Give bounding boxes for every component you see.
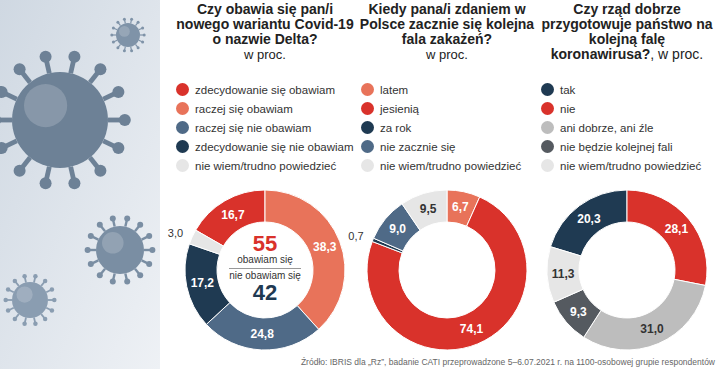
svg-text:74,1: 74,1 <box>460 322 484 336</box>
svg-text:9,5: 9,5 <box>420 202 437 216</box>
html-text:nie wiem/trudno powiedzieć: nie wiem/trudno powiedzieć <box>195 159 337 172</box>
svg-text:3,0: 3,0 <box>168 227 183 239</box>
svg-text:28,1: 28,1 <box>665 222 689 236</box>
html-text:Czy rząd dobrze przygotowuje p: Czy rząd dobrze przygotowuje państwo na … <box>541 1 713 62</box>
html-text:Czy obawia się pan/i nowego wa: Czy obawia się pan/i nowego wariantu Cov… <box>176 1 354 47</box>
html-text:obawiam się: obawiam się <box>237 254 293 266</box>
html-text:tak: tak <box>560 83 576 96</box>
html-text:42: 42 <box>252 280 278 306</box>
html-text:w proc.: w proc. <box>244 47 286 62</box>
html-text:ani dobrze, ani źle: ani dobrze, ani źle <box>560 121 654 134</box>
svg-text:31,0: 31,0 <box>640 322 664 336</box>
svg-text:16,7: 16,7 <box>221 208 245 222</box>
html-text:raczej się obawiam: raczej się obawiam <box>195 102 293 115</box>
html-text:zdecydowanie się nie obawiam: zdecydowanie się nie obawiam <box>195 140 354 153</box>
html-text:w proc.: w proc. <box>426 47 468 62</box>
html-text:Kiedy pana/i zdaniem w Polsce: Kiedy pana/i zdaniem w Polsce zacznie si… <box>359 1 535 47</box>
html-text:raczej się nie obawiam: raczej się nie obawiam <box>195 121 312 134</box>
html-text:za rok: za rok <box>380 121 412 134</box>
html-text:jesienią: jesienią <box>380 102 419 115</box>
svg-text:24,8: 24,8 <box>251 327 275 341</box>
html-text:nie będzie kolejnej fali: nie będzie kolejnej fali <box>560 140 673 153</box>
svg-text:0,7: 0,7 <box>348 230 363 242</box>
html-text:nie: nie <box>560 102 576 115</box>
html-text:Źródło: IBRIS dla „Rz”, badani: Źródło: IBRIS dla „Rz”, badanie CATI prz… <box>300 357 715 367</box>
svg-text:9,0: 9,0 <box>389 222 406 236</box>
svg-text:38,3: 38,3 <box>313 240 337 254</box>
html-text:55: 55 <box>252 231 278 256</box>
svg-text:11,3: 11,3 <box>552 267 575 281</box>
html-text:zdecydowanie się obawiam: zdecydowanie się obawiam <box>195 83 335 96</box>
svg-text:6,7: 6,7 <box>452 200 469 214</box>
html-text:nie zacznie się: nie zacznie się <box>380 140 456 153</box>
svg-text:9,3: 9,3 <box>570 305 587 319</box>
html-text:nie wiem/trudno powiedzieć: nie wiem/trudno powiedzieć <box>560 159 702 172</box>
html-text:nie wiem/trudno powiedzieć: nie wiem/trudno powiedzieć <box>380 159 522 172</box>
svg-text:20,3: 20,3 <box>577 212 601 226</box>
html-text:latem: latem <box>380 83 409 96</box>
svg-text:17,2: 17,2 <box>191 276 215 290</box>
html-text:nie obawiam się: nie obawiam się <box>229 269 301 281</box>
